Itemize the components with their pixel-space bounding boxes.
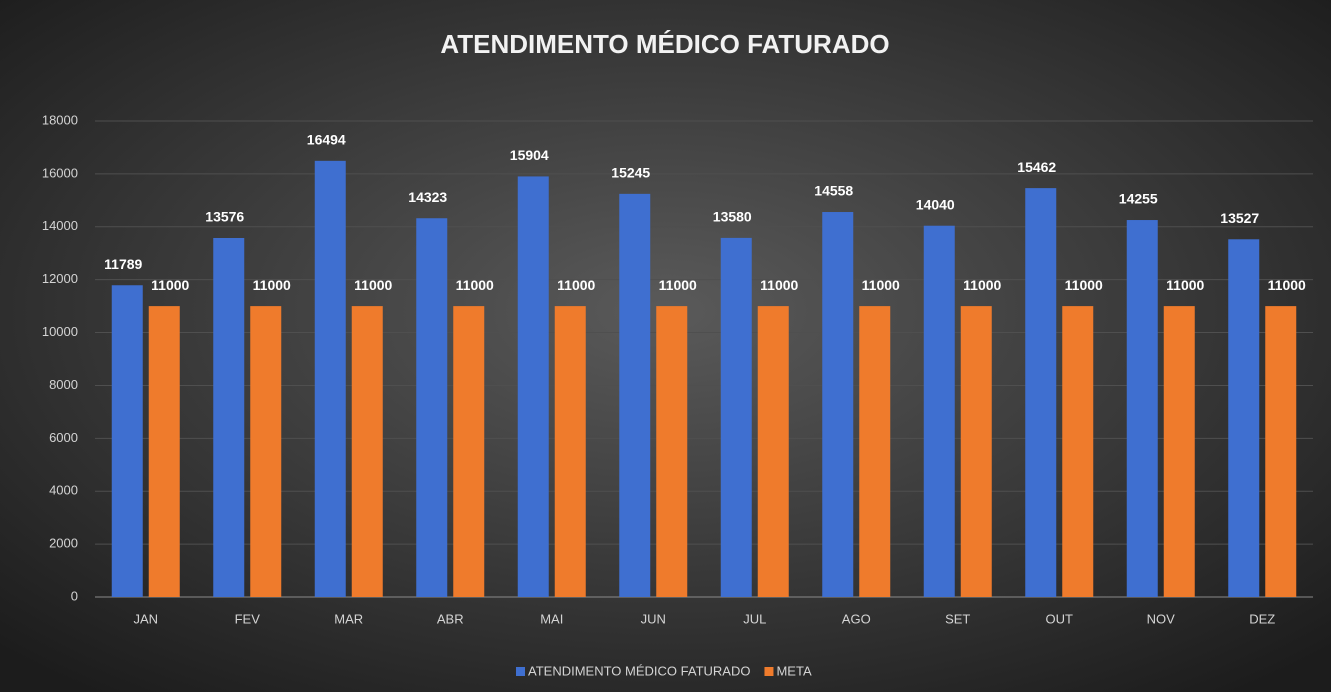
data-label: 11000	[354, 277, 392, 293]
data-label: 11789	[104, 256, 142, 272]
bar	[250, 306, 282, 597]
x-tick-label: JAN	[133, 611, 158, 626]
legend-swatch	[516, 667, 525, 676]
bar	[416, 218, 448, 598]
bar	[1126, 220, 1158, 598]
legend-swatch	[764, 667, 774, 676]
x-tick-label: SET	[945, 611, 970, 626]
x-tick-label: OUT	[1046, 611, 1074, 626]
bar	[314, 160, 346, 598]
data-label: 11000	[1166, 277, 1204, 293]
data-label: 15462	[1017, 159, 1056, 175]
bar	[554, 306, 586, 597]
y-tick-label: 16000	[42, 165, 78, 180]
bar	[619, 193, 651, 598]
x-tick-label: FEV	[235, 611, 261, 626]
x-tick-label: JUL	[743, 611, 766, 626]
y-tick-label: 14000	[42, 218, 78, 233]
y-tick-label: 6000	[49, 430, 78, 445]
data-label: 11000	[963, 277, 1001, 293]
x-tick-label: ABR	[437, 611, 464, 626]
x-tick-label: MAR	[334, 611, 363, 626]
data-label: 11000	[151, 277, 189, 293]
x-tick-label: NOV	[1147, 611, 1176, 626]
data-label: 11000	[557, 277, 595, 293]
bar	[351, 306, 383, 597]
legend-label: META	[776, 663, 811, 678]
bar	[148, 306, 180, 597]
bar	[1163, 306, 1195, 597]
x-tick-label: AGO	[842, 611, 871, 626]
y-tick-label: 12000	[42, 271, 78, 286]
data-label: 14255	[1119, 191, 1158, 207]
bar	[111, 285, 143, 597]
bar	[1265, 306, 1297, 597]
bar	[1062, 306, 1094, 597]
x-tick-label: MAI	[540, 611, 563, 626]
data-label: 13527	[1220, 210, 1259, 226]
bar	[859, 306, 891, 597]
data-label: 11000	[1268, 277, 1306, 293]
bar	[757, 306, 789, 597]
data-label: 15245	[611, 165, 650, 181]
data-label: 11000	[659, 277, 697, 293]
bar	[923, 225, 955, 597]
data-label: 15904	[510, 147, 549, 163]
data-label: 11000	[1065, 277, 1103, 293]
bar	[720, 237, 752, 597]
y-tick-label: 8000	[49, 377, 78, 392]
data-label: 11000	[253, 277, 291, 293]
data-label: 14040	[916, 196, 955, 212]
x-tick-label: DEZ	[1249, 611, 1275, 626]
data-label: 11000	[760, 277, 798, 293]
data-label: 16494	[307, 132, 346, 148]
bar	[453, 306, 485, 597]
bar	[1025, 188, 1057, 597]
bar	[1228, 239, 1260, 597]
x-tick-label: JUN	[641, 611, 666, 626]
y-tick-label: 4000	[49, 483, 78, 498]
bar	[960, 306, 992, 597]
y-tick-label: 2000	[49, 536, 78, 551]
y-tick-label: 10000	[42, 324, 78, 339]
bar	[517, 176, 549, 597]
chart-title: ATENDIMENTO MÉDICO FATURADO	[440, 29, 889, 59]
data-label: 14323	[408, 189, 447, 205]
data-label: 11000	[456, 277, 494, 293]
data-label: 11000	[862, 277, 900, 293]
data-label: 13576	[205, 209, 244, 225]
data-label: 13580	[713, 209, 752, 225]
y-tick-label: 18000	[42, 112, 78, 127]
y-tick-label: 0	[71, 588, 78, 603]
bar	[822, 212, 854, 597]
data-label: 14558	[814, 183, 853, 199]
bar	[213, 237, 245, 597]
legend-label: ATENDIMENTO MÉDICO FATURADO	[528, 663, 750, 678]
bar	[656, 306, 688, 597]
